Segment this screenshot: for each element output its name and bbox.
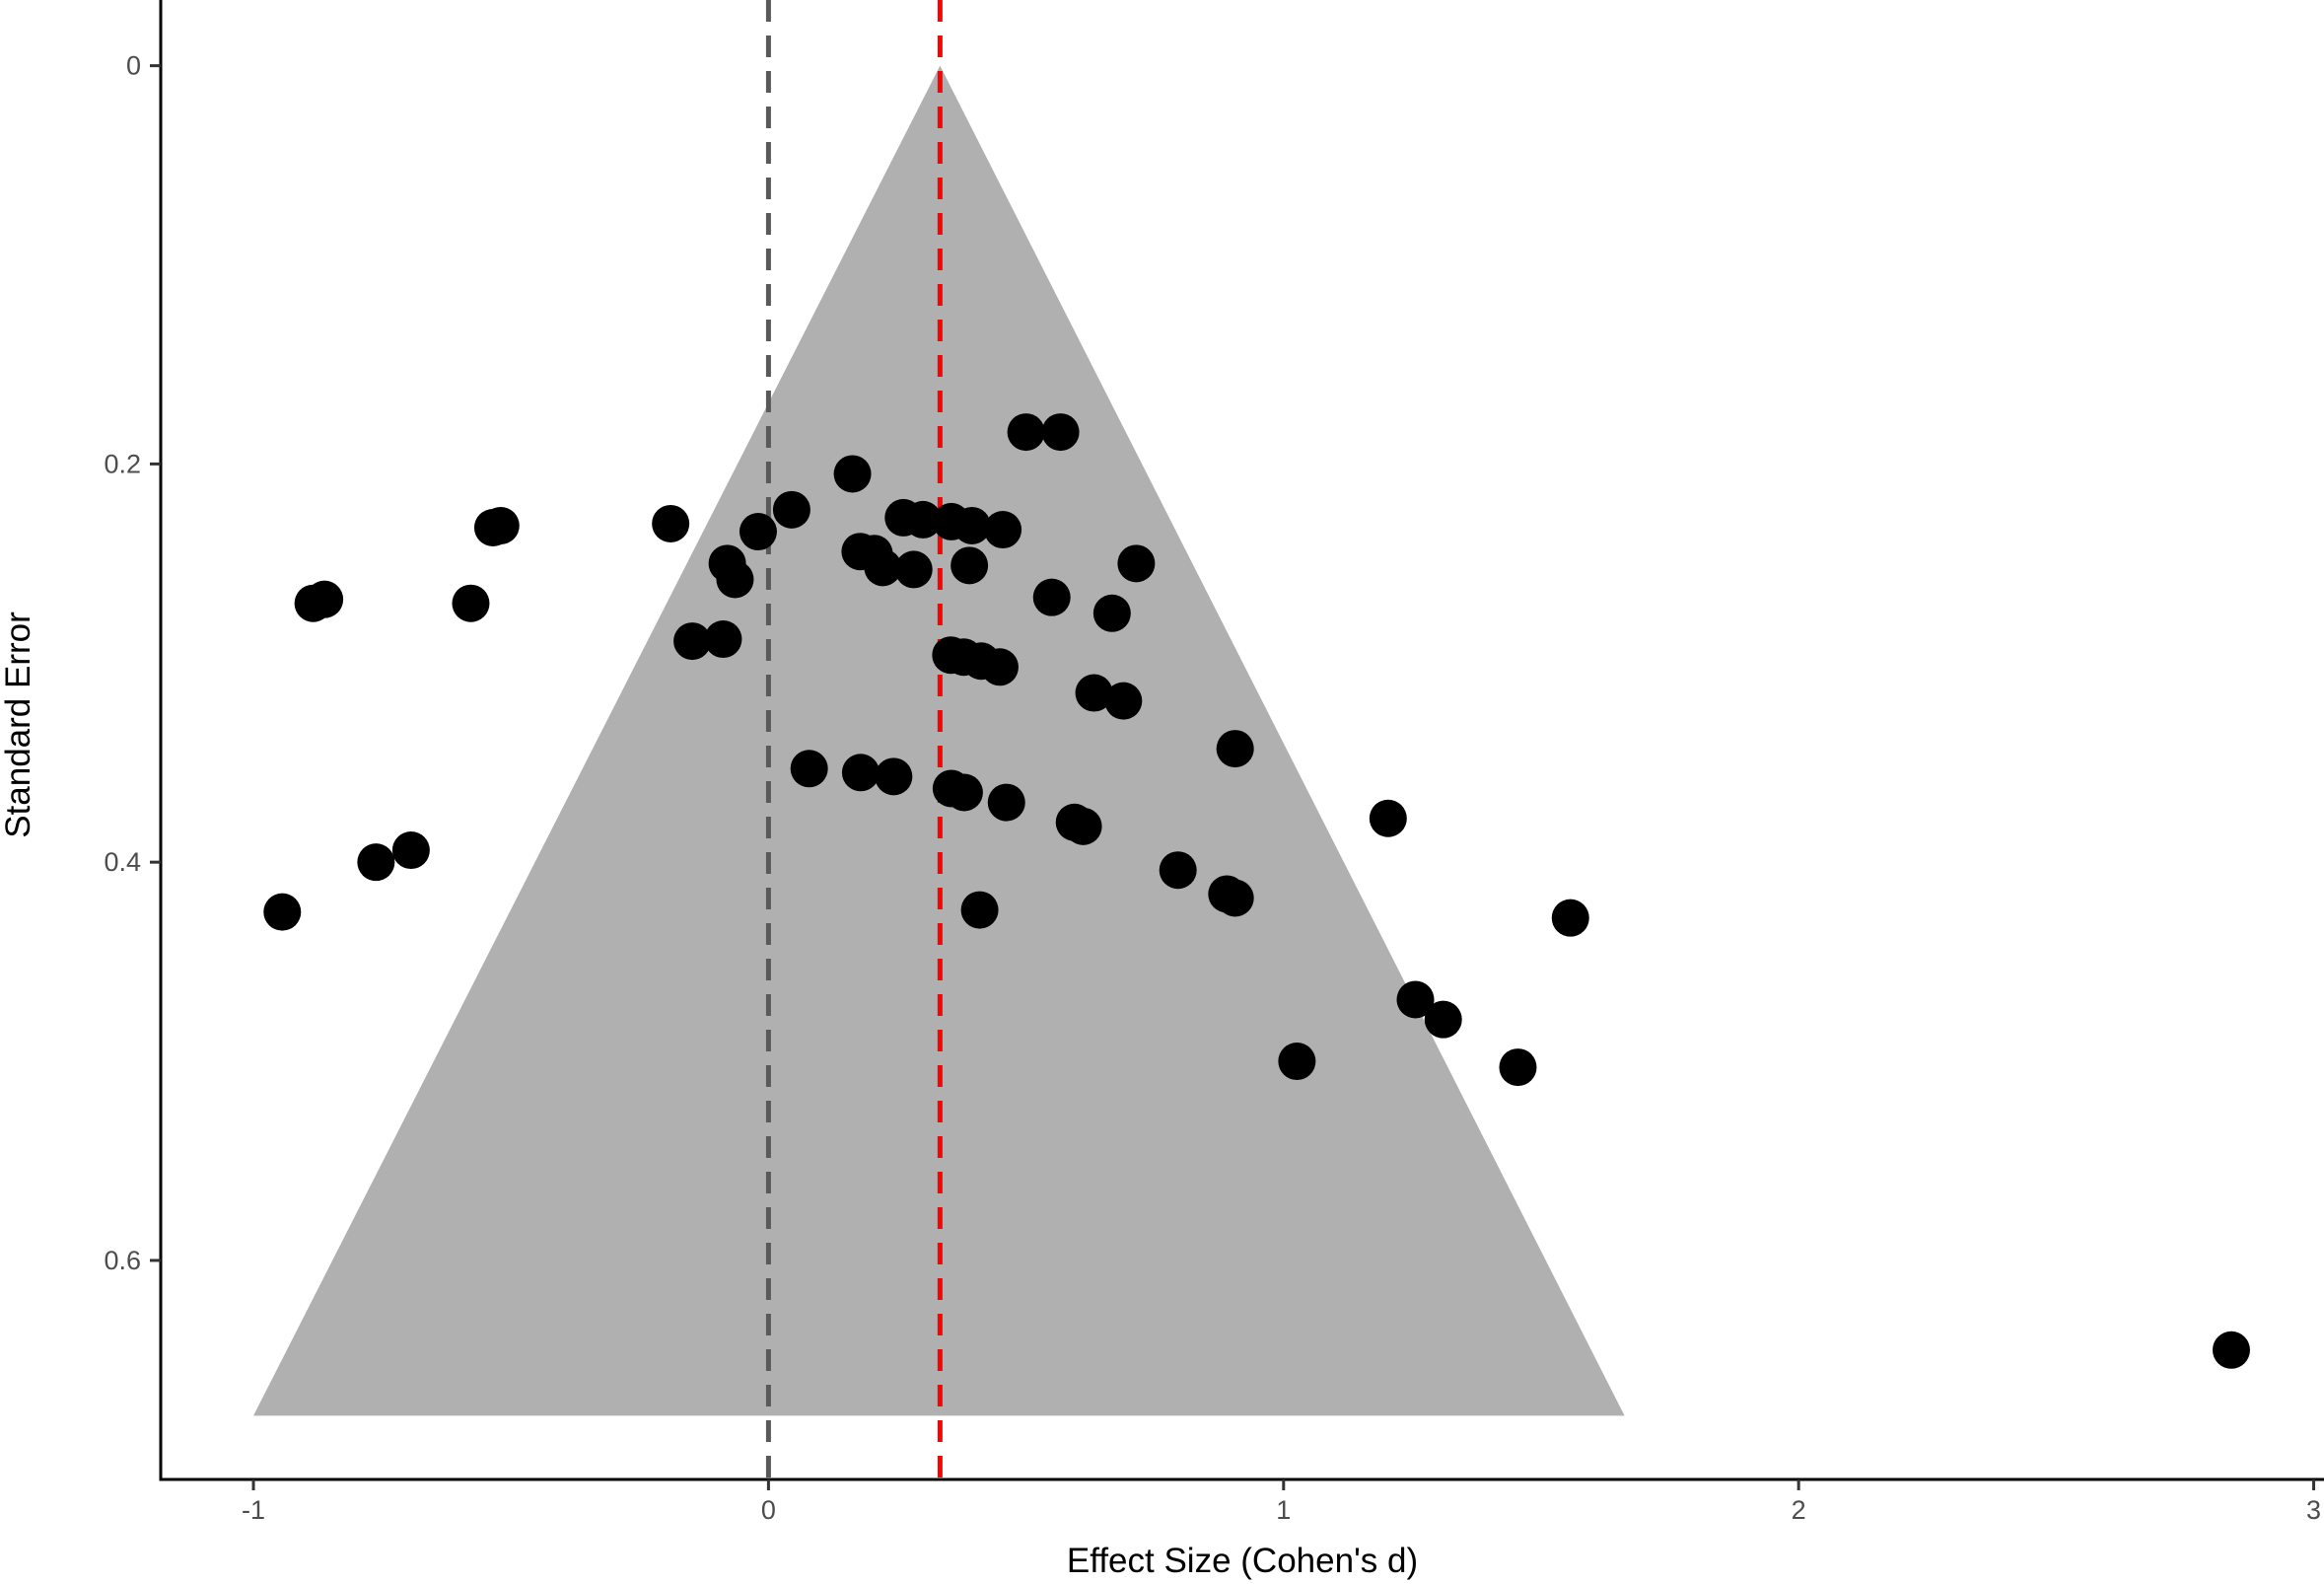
data-point-3 [772, 490, 810, 529]
data-point-48 [1216, 879, 1254, 917]
data-point-51 [1551, 899, 1589, 937]
data-point-36 [841, 754, 880, 792]
data-point-2 [833, 455, 872, 493]
data-point-54 [1278, 1043, 1316, 1081]
data-point-0 [1007, 413, 1045, 452]
funnel-layer [253, 65, 1625, 1416]
x-axis-title: Effect Size (Cohen's d) [1067, 1542, 1418, 1580]
y-axis-title: Standard Error [0, 612, 37, 838]
data-point-31 [980, 648, 1019, 686]
data-point-24 [1032, 578, 1071, 616]
data-point-43 [1064, 807, 1102, 845]
data-point-12 [481, 506, 520, 544]
data-point-56 [2212, 1331, 2250, 1369]
data-point-45 [357, 843, 395, 882]
data-point-52 [1396, 980, 1435, 1019]
data-point-9 [652, 504, 690, 542]
x-tick-label--1: -1 [242, 1495, 265, 1525]
data-point-8 [984, 511, 1022, 549]
data-point-46 [1159, 851, 1197, 890]
funnel-region [253, 65, 1625, 1416]
x-tick-label-3: 3 [2306, 1495, 2321, 1525]
data-point-27 [704, 620, 742, 659]
data-point-7 [952, 506, 991, 544]
data-point-22 [306, 580, 344, 618]
data-point-35 [790, 750, 828, 788]
data-point-17 [951, 546, 989, 585]
data-point-18 [1117, 544, 1156, 583]
data-point-20 [716, 560, 754, 599]
data-point-25 [1092, 594, 1131, 632]
data-point-34 [1216, 730, 1254, 768]
data-point-39 [945, 773, 983, 812]
data-point-44 [391, 831, 430, 870]
data-point-55 [1499, 1048, 1537, 1087]
data-points [263, 413, 2250, 1369]
data-point-41 [1369, 799, 1407, 837]
ticks: -1 0 1 2 3 0 0.2 0.4 0.6 [104, 51, 2321, 1525]
data-point-32 [1075, 674, 1113, 712]
data-point-16 [894, 550, 933, 589]
data-point-37 [875, 757, 913, 796]
data-point-10 [739, 513, 777, 551]
y-tick-label-0.4: 0.4 [104, 847, 141, 877]
x-tick-label-0: 0 [761, 1495, 776, 1525]
data-point-49 [960, 891, 999, 929]
data-point-1 [1041, 413, 1080, 452]
data-point-26 [673, 622, 712, 661]
data-point-53 [1424, 1000, 1462, 1039]
x-tick-label-2: 2 [1792, 1495, 1806, 1525]
y-tick-label-0.6: 0.6 [104, 1246, 141, 1275]
x-tick-label-1: 1 [1276, 1495, 1291, 1525]
y-tick-label-0.2: 0.2 [104, 449, 141, 478]
data-point-40 [987, 783, 1025, 822]
data-point-50 [263, 893, 302, 931]
axes [159, 0, 2324, 1481]
y-tick-label-0: 0 [126, 51, 141, 81]
data-point-15 [864, 548, 902, 587]
data-point-33 [1104, 682, 1143, 720]
data-point-5 [904, 500, 943, 539]
data-point-23 [452, 584, 490, 622]
